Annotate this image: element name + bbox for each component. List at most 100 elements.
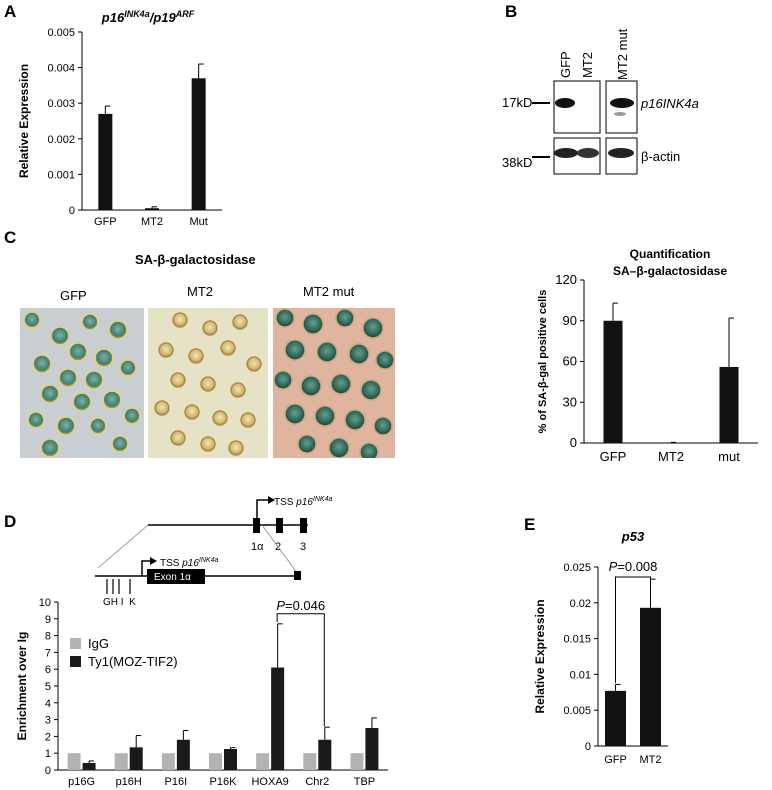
cell [188,348,204,364]
p-value-label: P=0.008 [609,559,658,574]
cell [56,416,76,436]
y-tick-label: 30 [563,394,577,409]
cell [360,379,382,401]
y-tick-label: 0.01 [570,669,591,681]
x-tick-label: MT2 [141,216,163,228]
cell [68,342,88,362]
cell [72,392,92,412]
y-tick-label: 120 [555,272,577,287]
bar [129,747,143,770]
blot-band [554,148,578,158]
y-tick-label: 0.002 [47,134,75,146]
bar [303,753,317,770]
y-tick-label: 0.025 [563,562,591,574]
blot-band [608,148,634,158]
y-tick-label: 0 [69,205,75,217]
legend-swatch [70,656,81,667]
exon-box [253,518,260,533]
probe-labels: GH I K [103,597,136,608]
bar [318,739,332,770]
blot-marker: 17kD [502,95,532,110]
cell [335,308,355,328]
bar [350,753,364,770]
cell [200,376,216,392]
blot-band [555,98,575,108]
y-axis-label: Relative Expression [533,599,547,713]
exon-box [276,518,283,533]
x-tick-label: GFP [604,754,627,766]
x-tick-label: p16G [68,776,95,788]
exon-1a-label: Exon 1α [154,572,191,583]
western-blot: GFP MT2 MT2 mut 17kD 38kD p16INK4a β-act… [500,0,772,200]
cell [330,373,352,395]
cell [158,342,174,358]
chart-title: p53 [621,529,645,544]
cell [373,416,393,436]
cell [246,356,262,372]
y-tick-label: 0.004 [47,63,75,75]
cell [111,435,129,453]
tss-label: TSS p16INK4a [160,557,218,569]
bar [640,607,661,746]
exon-label: 3 [300,541,306,553]
bar [114,753,128,770]
bar [224,749,237,770]
chart-title: Quantification [630,247,711,261]
x-tick-label: GFP [94,216,117,228]
cell [23,311,41,329]
cell [240,412,256,428]
tss-arrow [141,560,150,576]
cell [184,404,200,420]
panel-letter-a: A [4,2,17,21]
cell [94,348,114,368]
legend-label: IgG [88,636,109,651]
bar [161,753,175,770]
chart-c-quantification: Quantification SA–β-galactosidase 0 30 60 90 1… [537,247,758,464]
bar [191,78,206,210]
y-tick-label: 2 [45,731,51,743]
cell [300,375,322,397]
bar [719,366,739,443]
bar [67,753,81,770]
panel-letter-c: C [4,228,17,247]
cell [362,317,384,339]
cell [230,382,246,398]
blot-figure: GFP MT2 MT2 mut 17kD 38kD p16INK4a β-act… [502,28,699,175]
cell [297,434,317,454]
y-tick-label: 10 [39,597,51,609]
zoom-line [261,524,299,575]
y-tick-label: 60 [563,354,577,369]
tss-arrow [256,499,268,518]
cell [316,341,338,363]
blot-band-label: p16INK4a [640,96,699,111]
chart-a: p16INK4a/p19ARF 0 0.001 0.002 0.003 0.004 0.00… [17,9,222,228]
blot-band [577,148,599,158]
bar [603,320,623,443]
gene-schematic: TSS p16INK4a 1α 2 3 Exon 1α TSS p16INK4a [95,496,332,594]
cell [348,343,370,365]
cell [172,312,188,328]
cell [212,410,228,426]
y-tick-label: 5 [45,681,51,693]
y-tick-label: 9 [45,614,51,626]
legend-label: Ty1(MOZ-TIF2) [88,654,178,669]
y-tick-label: 0 [570,435,577,450]
blot-lane-label: GFP [558,51,573,78]
cell [40,438,60,458]
bar [176,739,190,770]
exon-box [300,518,307,533]
y-tick-label: 0.005 [47,27,75,39]
cell [228,440,244,456]
x-tick-label: p16H [116,776,142,788]
micrograph-label: MT2 [187,284,213,299]
exon-label: 1α [251,541,264,553]
cell [344,409,366,431]
cell [58,368,78,388]
y-tick-label: 6 [45,664,51,676]
x-tick-label: Mut [189,216,207,228]
cell [108,320,128,340]
cell [302,313,324,335]
cell [32,354,52,374]
x-tick-label: MT2 [640,754,662,766]
bar [365,728,379,770]
